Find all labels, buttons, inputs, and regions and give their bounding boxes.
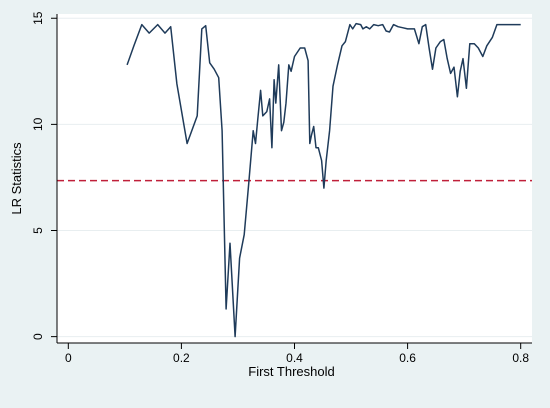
series-line <box>126 22 521 338</box>
x-tick-label: 0.6 <box>399 351 416 365</box>
x-tick-label: 0.8 <box>512 351 529 365</box>
series-group <box>126 22 521 338</box>
y-axis-title: LR Statistics <box>9 142 24 215</box>
x-tick-label: 0.2 <box>173 351 190 365</box>
y-tick-label: 5 <box>31 227 45 234</box>
y-tick-label: 0 <box>31 333 45 340</box>
y-tick-label: 15 <box>31 11 45 25</box>
x-tick-label: 0.4 <box>286 351 303 365</box>
gridlines <box>57 17 532 338</box>
x-axis-title: First Threshold <box>248 364 334 379</box>
y-tick-label: 10 <box>31 117 45 131</box>
axes: 0 0.2 0.4 0.6 0.8 0 5 10 15 <box>31 11 532 365</box>
x-tick-label: 0 <box>65 351 72 365</box>
